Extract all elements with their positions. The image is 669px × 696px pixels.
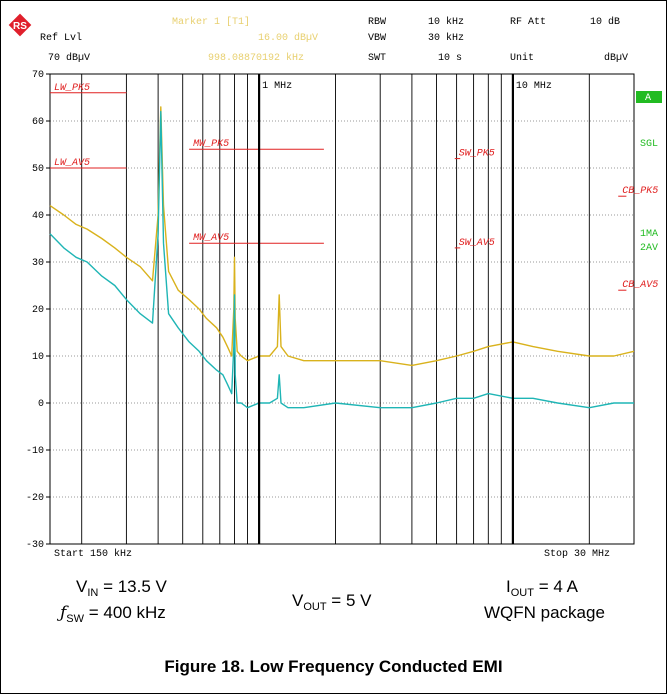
iout-annotation: IOUT = 4 A <box>506 577 578 599</box>
trace-a-label: A <box>645 93 651 104</box>
traces <box>49 106 635 409</box>
stop-frequency-label: Stop 30 MHz <box>544 549 610 560</box>
vout-annotation: VOUT = 5 V <box>292 591 372 613</box>
trace-1ma <box>49 106 635 367</box>
y-tick-label: -30 <box>26 540 44 551</box>
unit-label: Unit <box>510 52 534 64</box>
trace-a-badge <box>636 91 662 103</box>
limit-label-cb_pk5: CB_PK5 <box>622 186 658 197</box>
svg-text:RS: RS <box>13 21 27 32</box>
detector-1ma-label: 1MA <box>640 229 658 240</box>
vbw-value: 30 kHz <box>428 32 464 44</box>
y-tick-label: 20 <box>32 305 44 316</box>
sgl-label: SGL <box>640 139 658 150</box>
y-tick-label: 30 <box>32 258 44 269</box>
y-tick-label: -20 <box>26 493 44 504</box>
y-tick-label: 0 <box>38 399 44 410</box>
x-markers: 1 MHz 10 MHz <box>258 74 552 544</box>
limit-label-mw_pk5: MW_PK5 <box>193 139 229 150</box>
y-tick-labels: 70 60 50 40 30 20 10 0 -10 -20 -30 <box>26 70 44 551</box>
rf-att-value: 10 dB <box>590 16 620 28</box>
start-frequency-label: Start 150 kHz <box>54 548 132 560</box>
fsw-annotation: ƒSW = 400 kHz <box>60 603 166 625</box>
limit-label-cb_av5: CB_AV5 <box>622 280 658 291</box>
vin-annotation: VIN = 13.5 V <box>76 577 167 599</box>
swt-value: 10 s <box>438 53 462 64</box>
y-tick-label: 60 <box>32 117 44 128</box>
marker-label: Marker 1 [T1] <box>172 16 250 28</box>
x-marker-label: 1 MHz <box>262 81 292 92</box>
y-tick-label: 70 <box>32 70 44 81</box>
emi-spectrum-plot: RS Marker 1 [T1] RBW 10 kHz RF Att 10 dB… <box>8 13 662 560</box>
grid <box>46 73 634 545</box>
trace-2av <box>49 110 634 409</box>
rbw-label: RBW <box>368 17 386 28</box>
unit-value: dBµV <box>604 52 628 64</box>
rf-att-label: RF Att <box>510 17 546 28</box>
y-tick-label: 40 <box>32 211 44 222</box>
limit-label-mw_av5: MW_AV5 <box>193 233 229 244</box>
swt-label: SWT <box>368 53 386 64</box>
ref-level-label: Ref Lvl <box>40 32 82 44</box>
x-marker-label: 10 MHz <box>516 81 552 92</box>
y-tick-label: 50 <box>32 164 44 175</box>
limit-label-lw_av5: LW_AV5 <box>54 158 90 169</box>
rbw-value: 10 kHz <box>428 16 464 28</box>
y-tick-label: 10 <box>32 352 44 363</box>
limit-label-lw_pk5: LW_PK5 <box>54 83 90 94</box>
rohde-schwarz-logo-icon: RS <box>8 13 32 37</box>
figure-caption: Figure 18. Low Frequency Conducted EMI <box>164 657 503 676</box>
marker-level: 16.00 dBµV <box>258 32 318 44</box>
limit-label-sw_pk5: SW_PK5 <box>459 149 495 160</box>
marker-frequency: 998.08870192 kHz <box>208 52 304 64</box>
detector-2av-label: 2AV <box>640 243 658 254</box>
package-annotation: WQFN package <box>484 603 605 622</box>
ref-level-value: 70 dBµV <box>48 52 90 64</box>
y-tick-label: -10 <box>26 446 44 457</box>
limit-lines: LW_PK5 LW_AV5 MW_PK5 MW_AV5 SW_PK5 SW_AV5 CB_P… <box>50 83 658 291</box>
limit-label-sw_av5: SW_AV5 <box>459 238 495 249</box>
vbw-label: VBW <box>368 33 386 44</box>
